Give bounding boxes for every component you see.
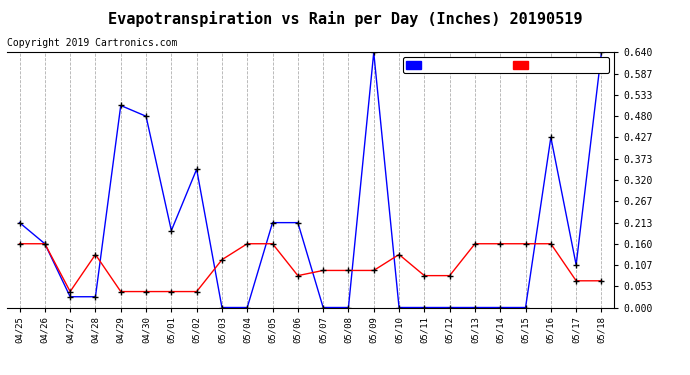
Text: Evapotranspiration vs Rain per Day (Inches) 20190519: Evapotranspiration vs Rain per Day (Inch… [108, 11, 582, 27]
Legend: Rain  (Inches), ET  (Inches): Rain (Inches), ET (Inches) [403, 57, 609, 73]
Text: Copyright 2019 Cartronics.com: Copyright 2019 Cartronics.com [7, 38, 177, 48]
